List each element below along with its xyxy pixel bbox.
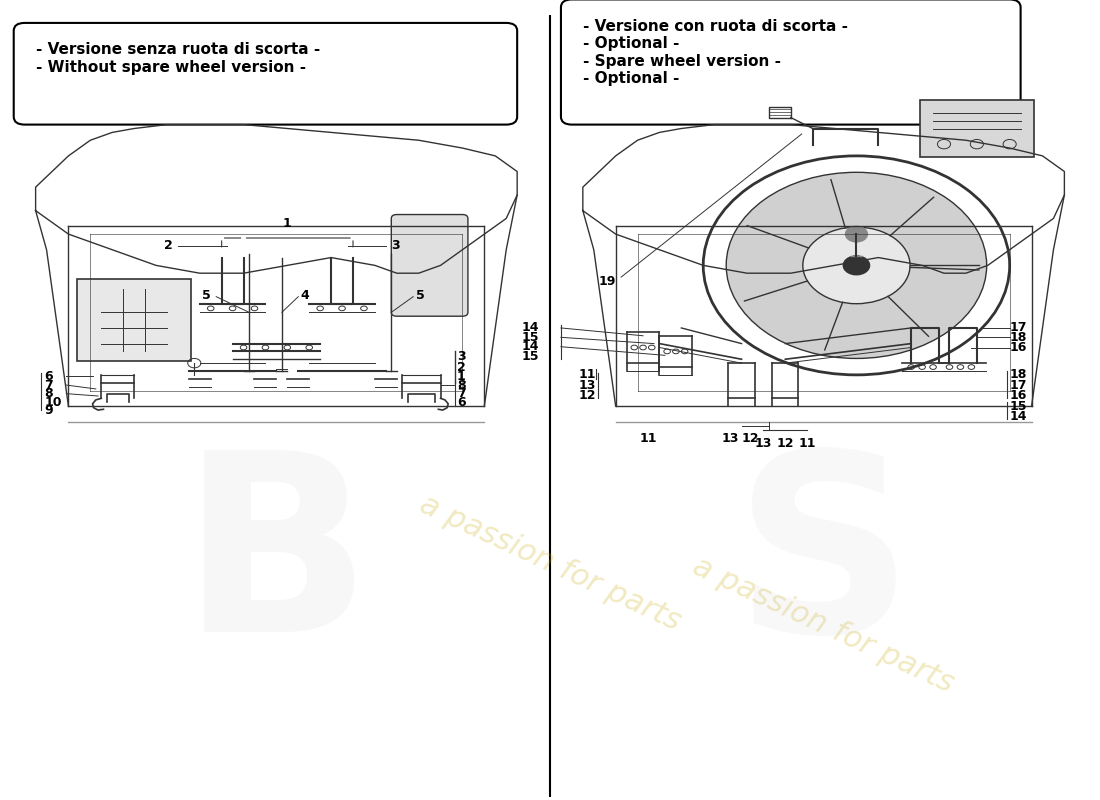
Circle shape	[803, 227, 910, 304]
Text: 11: 11	[799, 438, 816, 450]
Text: - Versione con ruota di scorta -
- Optional -
- Spare wheel version -
- Optional: - Versione con ruota di scorta - - Optio…	[583, 19, 848, 86]
Text: 3: 3	[456, 350, 465, 363]
Text: 13: 13	[722, 432, 739, 445]
Text: 2: 2	[164, 239, 173, 252]
Text: a passion for parts: a passion for parts	[689, 552, 959, 698]
Text: 7: 7	[44, 378, 53, 391]
Circle shape	[844, 256, 870, 274]
Text: 6: 6	[44, 370, 53, 383]
Text: 17: 17	[1010, 378, 1027, 391]
Text: 1: 1	[283, 217, 292, 230]
Text: 15: 15	[521, 350, 539, 362]
Text: 6: 6	[456, 396, 465, 409]
Text: 15: 15	[521, 331, 539, 344]
Text: 11: 11	[579, 368, 596, 382]
Text: 5: 5	[202, 289, 211, 302]
Text: 9: 9	[44, 404, 53, 418]
Text: 14: 14	[1010, 410, 1027, 423]
Text: 7: 7	[456, 387, 465, 400]
Text: 4: 4	[300, 289, 309, 302]
Text: 8: 8	[456, 378, 465, 391]
Text: 13: 13	[579, 378, 596, 391]
Text: 10: 10	[44, 396, 62, 409]
Text: 3: 3	[392, 239, 400, 252]
FancyBboxPatch shape	[561, 0, 1021, 125]
Text: 8: 8	[44, 387, 53, 400]
Text: 14: 14	[521, 340, 539, 354]
Text: 18: 18	[1010, 331, 1027, 344]
Text: 12: 12	[579, 389, 596, 402]
Text: 16: 16	[1010, 389, 1027, 402]
Text: B: B	[182, 442, 372, 683]
Text: 14: 14	[521, 322, 539, 334]
Text: 18: 18	[1010, 368, 1027, 382]
Text: - Versione senza ruota di scorta -
- Without spare wheel version -: - Versione senza ruota di scorta - - Wit…	[35, 42, 320, 75]
FancyBboxPatch shape	[13, 23, 517, 125]
Text: 17: 17	[1010, 322, 1027, 334]
Text: 12: 12	[741, 432, 759, 445]
Circle shape	[726, 172, 987, 358]
Text: 19: 19	[598, 274, 616, 287]
FancyBboxPatch shape	[392, 214, 468, 316]
FancyBboxPatch shape	[77, 279, 191, 361]
Text: 15: 15	[1010, 400, 1027, 413]
Circle shape	[846, 226, 868, 242]
Text: 5: 5	[417, 289, 426, 302]
Text: 12: 12	[777, 438, 794, 450]
Text: S: S	[734, 442, 914, 683]
FancyBboxPatch shape	[920, 99, 1034, 158]
Text: 16: 16	[1010, 341, 1027, 354]
Text: 1: 1	[456, 370, 465, 383]
Text: 2: 2	[456, 361, 465, 374]
Text: a passion for parts: a passion for parts	[415, 490, 685, 636]
Text: 11: 11	[640, 432, 658, 445]
Text: 13: 13	[755, 438, 772, 450]
